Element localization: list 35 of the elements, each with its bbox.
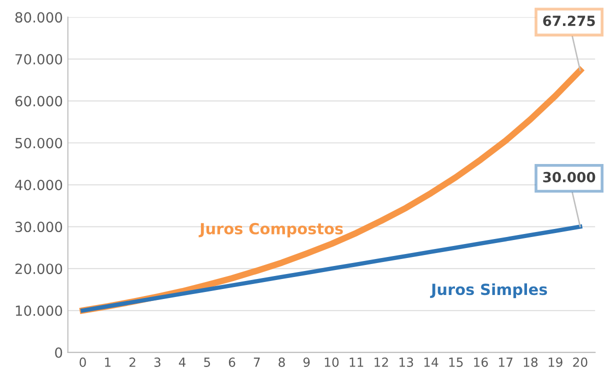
data-label: 67.275 — [543, 16, 595, 26]
y-tick-label: 40.000 — [15, 180, 62, 190]
x-tick-label: 13 — [400, 358, 414, 367]
x-tick-label: 17 — [498, 358, 512, 367]
y-tick-label: 0 — [55, 347, 62, 358]
x-tick-label: 14 — [424, 358, 438, 367]
y-tick-label: 30.000 — [15, 222, 62, 232]
data-label: 30.000 — [543, 172, 596, 182]
text: Juros Simples — [430, 283, 548, 298]
x-tick-label: 4 — [178, 358, 186, 367]
y-tick-label: 70.000 — [16, 54, 62, 65]
y-tick-label: 80.000 — [15, 12, 62, 23]
y-tick-label: 10.000 — [16, 305, 62, 316]
x-tick-label: 2 — [129, 358, 136, 367]
x-tick-label: 7 — [254, 358, 260, 367]
x-tick-label: 18 — [524, 358, 538, 367]
x-tick-label: 0 — [80, 358, 86, 367]
x-tick-label: 16 — [474, 358, 488, 367]
x-tick-label: 10 — [324, 358, 339, 367]
y-tick-label: 20.000 — [15, 264, 62, 274]
x-tick-label: 8 — [278, 358, 285, 367]
x-tick-label: 15 — [449, 358, 463, 367]
x-tick-label: 6 — [228, 358, 236, 367]
x-tick-label: 9 — [303, 358, 310, 367]
x-tick-label: 11 — [350, 358, 364, 367]
x-tick-label: 1 — [105, 358, 110, 367]
x-tick-label: 20 — [573, 358, 588, 367]
y-tick-label: 50.000 — [15, 138, 62, 148]
series-label: Juros Compostos — [198, 222, 343, 238]
line-series — [80, 224, 582, 313]
x-tick-label: 5 — [204, 358, 210, 367]
x-tick-label: 12 — [374, 358, 388, 367]
y-tick-label: 60.000 — [15, 96, 62, 106]
x-tick-label: 3 — [154, 358, 160, 367]
x-tick-label: 19 — [548, 358, 562, 367]
